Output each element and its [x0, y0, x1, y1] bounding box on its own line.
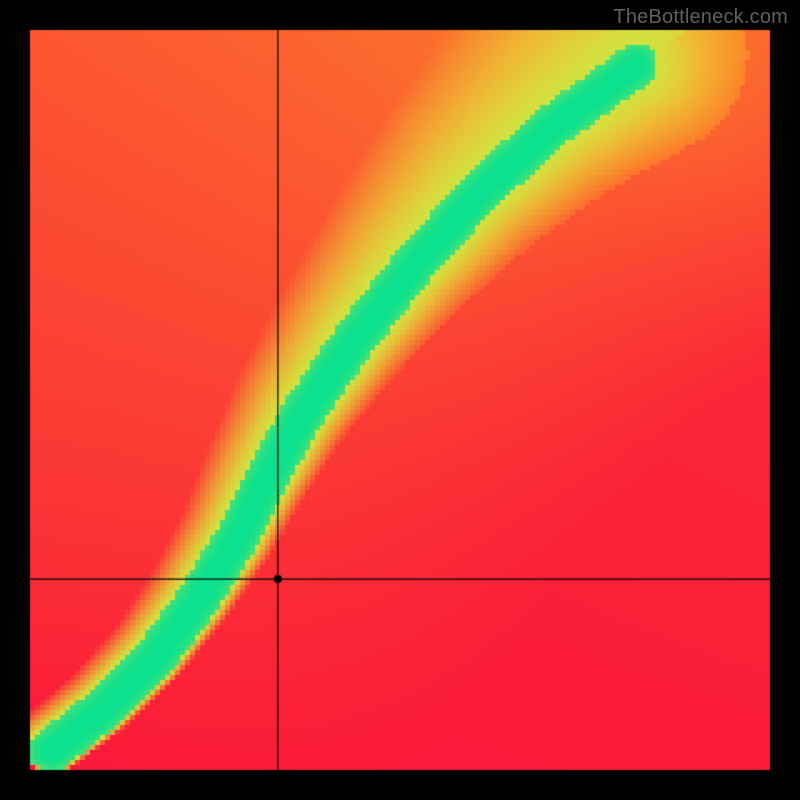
watermark-text: TheBottleneck.com — [613, 6, 788, 29]
bottleneck-heatmap — [0, 0, 800, 800]
